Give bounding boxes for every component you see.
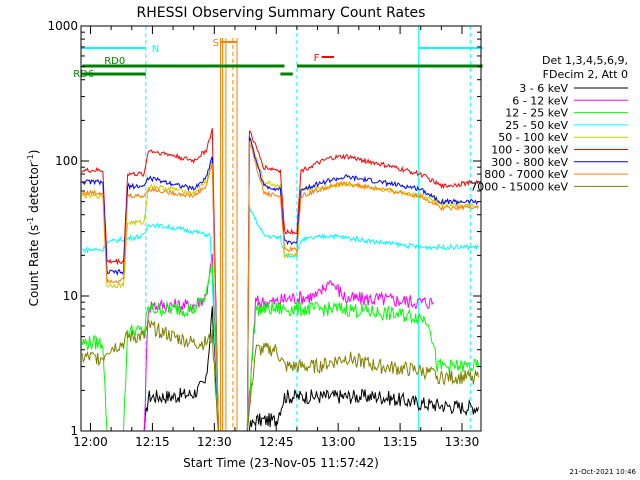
legend-label-5: 100 - 300 keV [491,144,568,157]
y-tick-label-3: 1000 [47,19,78,33]
legend-label-8: 7000 - 15000 keV [470,180,568,193]
legend-label-1: 6 - 12 keV [512,94,568,107]
x-tick-label-1: 12:15 [135,435,170,449]
x-tick-label-5: 13:15 [383,435,418,449]
legend-label-6: 300 - 800 keV [491,156,568,169]
marker-label-f: F [314,53,320,64]
marker-label-s: S [213,38,219,49]
y-axis-label: Count Rate (s-1 detector-1) [26,150,41,307]
legend-header-line-2: FDecim 2, Att 0 [543,68,628,81]
axes: 12:00 12:15 12:30 12:45 13:00 13:15 13:30 1 10 10… [47,19,481,449]
series-line-8 [81,319,479,432]
series-line-6 [82,136,479,432]
footer-date: 21-Oct-2021 10:46 [570,468,637,476]
x-axis-label: Start Time (23-Nov-05 11:57:42) [183,456,379,470]
plot-area: N S F RD0 RD6 [73,26,483,432]
legend-label-7: 800 - 7000 keV [484,168,568,181]
legend-label-3: 25 - 50 keV [505,119,568,132]
series-line-7 [81,141,479,432]
series-line-2 [81,263,479,432]
legend: Det 1,3,4,5,6,9, FDecim 2, Att 0 3 - 6 k… [470,54,628,193]
legend-label-0: 3 - 6 keV [519,82,568,95]
legend-header-line-1: Det 1,3,4,5,6,9, [542,54,628,67]
legend-label-2: 12 - 25 keV [505,107,568,120]
chart-title: RHESSI Observing Summary Count Rates [137,5,426,21]
x-tick-label-2: 12:30 [197,435,232,449]
legend-label-4: 50 - 100 keV [498,131,568,144]
rd-label-rd0: RD0 [104,56,125,67]
series-line-0 [82,306,479,432]
x-tick-label-3: 12:45 [259,435,294,449]
y-tick-label-2: 100 [55,154,78,168]
x-tick-label-0: 12:00 [73,435,108,449]
marker-label-n: N [152,44,159,55]
series-line-5 [81,127,479,432]
series-line-4 [81,137,479,432]
x-tick-label-6: 13:30 [445,435,480,449]
plot-frame [80,25,482,432]
x-tick-label-4: 13:00 [321,435,356,449]
y-tick-label-0: 1 [70,424,78,438]
y-tick-label-1: 10 [63,289,78,303]
rd-label-rd6: RD6 [73,69,94,80]
series-line-3 [82,205,479,432]
